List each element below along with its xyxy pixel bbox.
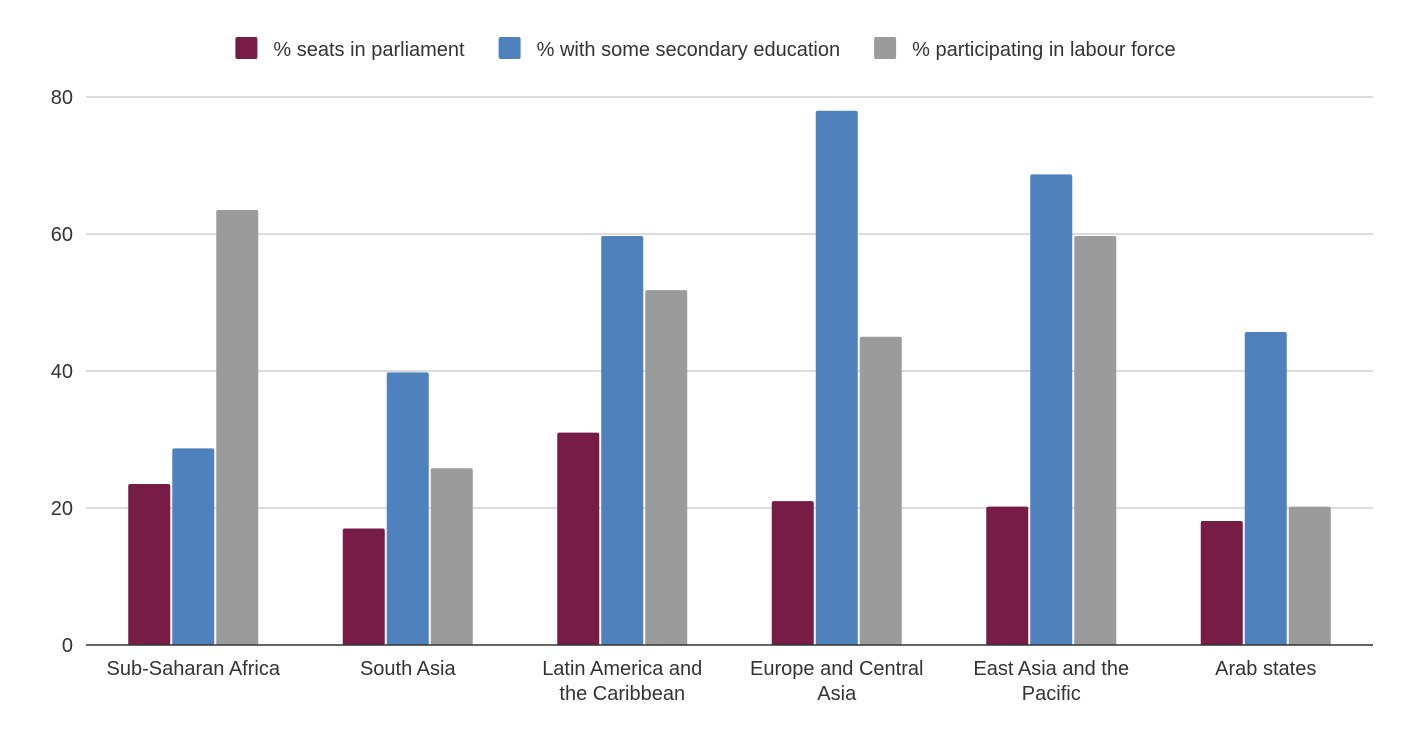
bar — [430, 468, 473, 645]
bar — [342, 528, 385, 645]
bar — [986, 506, 1029, 645]
legend-label: % seats in parliament — [273, 39, 465, 61]
bar — [128, 484, 171, 645]
x-tick-label: Pacific — [1022, 683, 1081, 705]
x-axis-ticks: Sub-Saharan Africa South Asia Latin Americ… — [107, 658, 1317, 705]
x-tick-label: Arab states — [1215, 658, 1316, 680]
y-tick-label: 0 — [62, 635, 73, 657]
x-tick-label: Latin America and — [542, 658, 702, 680]
y-tick-label: 60 — [51, 224, 73, 246]
bar — [645, 290, 688, 645]
bar — [1074, 236, 1117, 645]
legend-swatch — [498, 37, 521, 59]
legend-label: % with some secondary education — [537, 39, 841, 61]
legend: % seats in parliament % with some seconda… — [235, 37, 1176, 61]
y-tick-label: 20 — [51, 498, 73, 520]
gridlines — [86, 96, 1373, 509]
bar — [815, 110, 858, 645]
legend-swatch — [235, 37, 258, 59]
bar — [771, 501, 814, 645]
bar — [1244, 331, 1287, 645]
x-tick-label: South Asia — [360, 658, 457, 680]
bars — [128, 110, 1331, 645]
bar — [557, 432, 600, 645]
bar — [1288, 506, 1331, 645]
bar — [601, 236, 644, 645]
legend-swatch — [874, 37, 897, 59]
bar — [216, 210, 259, 645]
bar — [386, 372, 429, 645]
x-tick-label: the Caribbean — [559, 683, 685, 705]
bar — [1200, 521, 1243, 645]
x-tick-label: Europe and Central — [750, 658, 923, 680]
y-tick-label: 40 — [51, 361, 73, 383]
y-axis-ticks: 0 20 40 60 80 — [51, 87, 73, 657]
x-tick-label: Sub-Saharan Africa — [107, 658, 281, 680]
legend-label: % participating in labour force — [912, 39, 1175, 61]
x-tick-label: East Asia and the — [973, 658, 1129, 680]
y-tick-label: 80 — [51, 87, 73, 109]
bar — [172, 448, 215, 645]
bar — [1030, 174, 1073, 645]
bar — [859, 336, 902, 645]
x-tick-label: Asia — [817, 683, 857, 705]
